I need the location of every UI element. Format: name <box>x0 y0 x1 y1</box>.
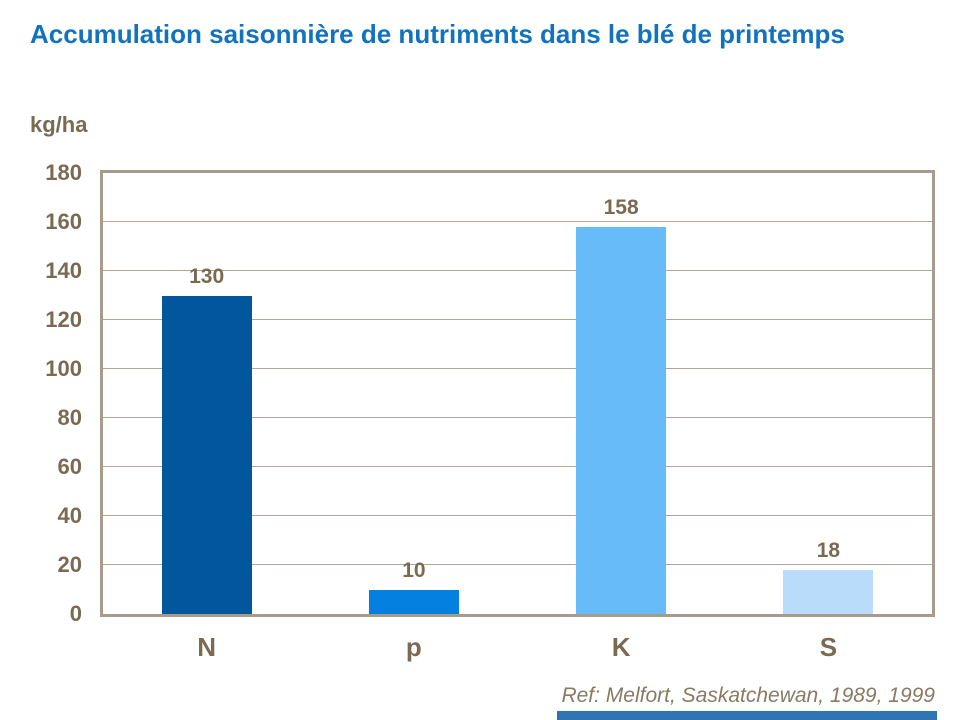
bar-value-label: 10 <box>402 558 426 582</box>
gridline <box>103 466 932 467</box>
y-tick-label: 20 <box>57 552 82 577</box>
bar-K <box>576 226 667 614</box>
y-axis: 0 20 40 60 80 100 120 140 160 180 <box>14 161 82 626</box>
bar-value-label: 130 <box>189 264 225 288</box>
bar-S <box>783 569 874 614</box>
x-category-label: N <box>197 632 217 662</box>
bar-p <box>368 589 459 614</box>
y-tick-label: 60 <box>57 454 82 479</box>
y-tick-label: 40 <box>57 503 82 528</box>
y-tick-label: 160 <box>45 209 82 234</box>
reference-text: Ref: Melfort, Saskatchewan, 1989, 1999 <box>561 684 935 707</box>
gridline <box>103 368 932 369</box>
footer-accent-bar <box>557 711 937 720</box>
y-tick-label: 0 <box>69 601 82 626</box>
bar-value-label: 18 <box>816 538 841 562</box>
y-tick-label: 120 <box>45 307 82 332</box>
gridline <box>103 515 932 516</box>
y-axis-unit-label: kg/ha <box>30 112 88 137</box>
x-category-label: K <box>611 632 631 662</box>
x-category-label: p <box>405 632 422 662</box>
bar-value-label: 158 <box>603 195 639 219</box>
gridline <box>103 221 932 222</box>
chart-title: Accumulation saisonnière de nutriments d… <box>30 19 845 49</box>
x-category-label: S <box>819 632 838 662</box>
gridline <box>103 270 932 271</box>
y-tick-label: 140 <box>45 258 82 283</box>
y-tick-label: 180 <box>45 160 82 185</box>
gridline <box>103 319 932 320</box>
gridline <box>103 564 932 565</box>
y-tick-label: 80 <box>57 405 82 430</box>
plot-area: 130 10 158 18 <box>100 170 935 617</box>
y-tick-label: 100 <box>45 356 82 381</box>
bar-N <box>161 295 252 614</box>
gridline <box>103 417 932 418</box>
